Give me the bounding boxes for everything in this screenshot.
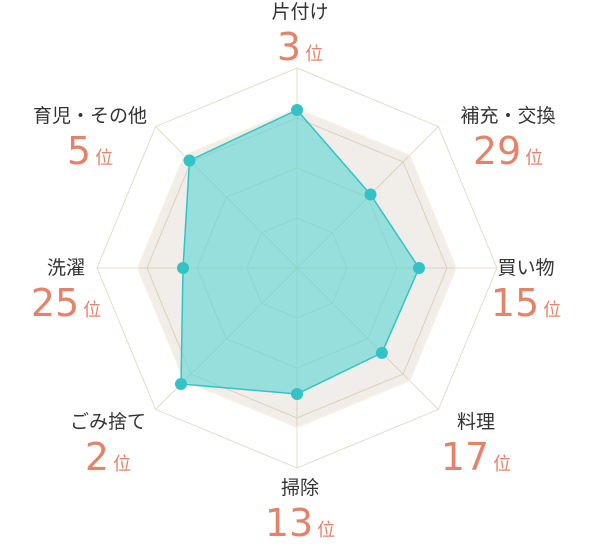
axis-name-souji: 掃除 bbox=[280, 477, 319, 499]
axis-label-4: 掃除 13 位 bbox=[220, 476, 380, 554]
axis-name-ryouri: 料理 bbox=[456, 411, 495, 433]
axis-label-1: 補充・交換 29 位 bbox=[428, 104, 588, 182]
data-point-5 bbox=[175, 378, 187, 390]
data-point-3 bbox=[375, 346, 388, 359]
rank-hojuu-koukan: 29 位 bbox=[472, 129, 544, 173]
axis-name-hojuu-koukan: 補充・交換 bbox=[460, 105, 556, 127]
rank-ryouri: 17 位 bbox=[440, 435, 512, 479]
axis-name-ikuji-sonota: 育児・その他 bbox=[32, 105, 147, 127]
data-point-2 bbox=[413, 262, 425, 274]
axis-name-katazuke: 片付け bbox=[271, 1, 329, 23]
data-point-0 bbox=[291, 104, 303, 116]
rank-souji: 13 位 bbox=[264, 501, 336, 545]
data-point-4 bbox=[291, 388, 303, 400]
rank-sentaku: 25 位 bbox=[30, 281, 102, 325]
axis-name-sentaku: 洗濯 bbox=[46, 257, 85, 279]
axis-label-2: 買い物 15 位 bbox=[446, 256, 600, 334]
axis-label-6: 洗濯 25 位 bbox=[0, 256, 146, 334]
data-point-1 bbox=[364, 188, 377, 201]
axis-name-kaimono: 買い物 bbox=[497, 257, 555, 279]
axis-label-3: 料理 17 位 bbox=[396, 410, 556, 488]
data-point-7 bbox=[183, 154, 196, 167]
radar-points bbox=[175, 104, 425, 400]
data-point-6 bbox=[177, 262, 189, 274]
radar-chart bbox=[96, 67, 498, 469]
rank-kaimono: 15 位 bbox=[490, 281, 562, 325]
axis-name-gomisute: ごみ捨て bbox=[69, 411, 146, 433]
